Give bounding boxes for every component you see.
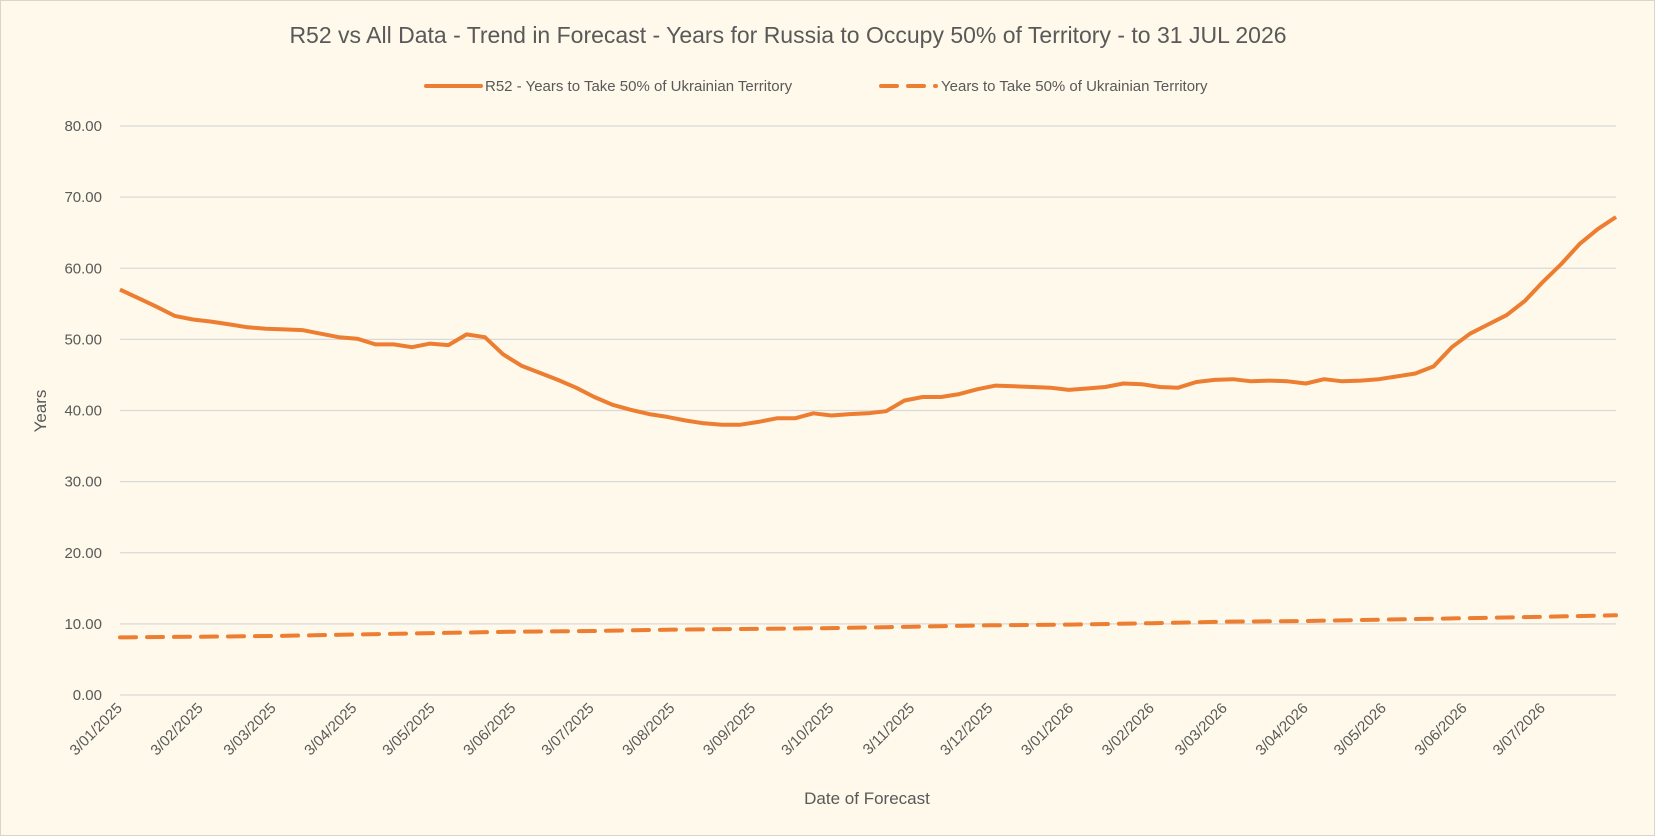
y-tick-label: 80.00 <box>64 118 102 135</box>
x-tick-label: 3/08/2025 <box>619 700 678 759</box>
x-tick-label: 3/01/2025 <box>67 700 126 759</box>
y-tick-label: 40.00 <box>64 403 102 420</box>
x-tick-label: 3/04/2025 <box>301 700 360 759</box>
x-tick-label: 3/06/2025 <box>460 700 519 759</box>
x-tick-label: 3/06/2026 <box>1411 700 1470 759</box>
y-tick-label: 50.00 <box>64 331 102 348</box>
x-tick-label: 3/11/2025 <box>860 700 918 758</box>
x-tick-label: 3/01/2026 <box>1018 700 1077 759</box>
gridlines <box>120 125 1616 696</box>
x-tick-label: 3/02/2025 <box>147 700 206 759</box>
y-tick-label: 20.00 <box>64 545 102 562</box>
y-tick-label: 60.00 <box>64 260 102 277</box>
legend-label-r52: R52 - Years to Take 50% of Ukrainian Ter… <box>485 78 793 95</box>
x-tick-label: 3/02/2026 <box>1099 700 1158 759</box>
x-tick-label: 3/10/2025 <box>778 700 837 759</box>
x-tick-label: 3/03/2026 <box>1172 700 1231 759</box>
y-tick-label: 0.00 <box>73 687 102 704</box>
legend: R52 - Years to Take 50% of Ukrainian Ter… <box>424 78 1208 95</box>
x-tick-label: 3/05/2026 <box>1331 700 1390 759</box>
y-tick-label: 30.00 <box>64 474 102 491</box>
series-line-r52 <box>119 215 1618 427</box>
y-tick-label: 10.00 <box>64 616 102 633</box>
x-tick-label: 3/12/2025 <box>937 700 996 759</box>
x-tick-label: 3/09/2025 <box>700 700 759 759</box>
y-axis-ticks: 0.00 10.00 20.00 30.00 40.00 50.00 60.00 70.00 8… <box>64 118 102 704</box>
x-tick-label: 3/04/2026 <box>1252 700 1311 759</box>
x-axis-ticks: 3/01/2025 3/02/2025 3/03/2025 3/04/2025 3/05… <box>67 700 1549 759</box>
legend-label-all-data: Years to Take 50% of Ukrainian Territory <box>941 78 1208 95</box>
chart-title: R52 vs All Data - Trend in Forecast - Ye… <box>289 22 1286 48</box>
x-tick-label: 3/05/2025 <box>379 700 438 759</box>
x-tick-label: 3/07/2026 <box>1490 700 1549 759</box>
series-layer <box>118 215 1618 640</box>
x-axis-label: Date of Forecast <box>804 789 930 808</box>
x-tick-label: 3/07/2025 <box>538 700 597 759</box>
x-tick-label: 3/03/2025 <box>220 700 279 759</box>
y-axis-label: Years <box>31 390 50 433</box>
y-tick-label: 70.00 <box>64 189 102 206</box>
series-line-all-data <box>118 613 1618 640</box>
